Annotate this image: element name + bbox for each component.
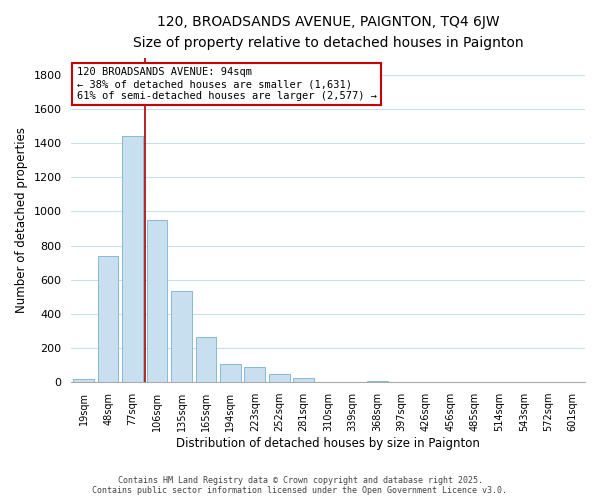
Bar (73, 379, 94, 382)
Bar (244, 367, 265, 382)
Bar (122, 136, 143, 382)
Bar (220, 364, 241, 382)
Bar (367, 380, 388, 382)
Text: 120 BROADSANDS AVENUE: 94sqm
← 38% of detached houses are smaller (1,631)
61% of: 120 BROADSANDS AVENUE: 94sqm ← 38% of de… (77, 68, 377, 100)
Title: 120, BROADSANDS AVENUE, PAIGNTON, TQ4 6JW
Size of property relative to detached : 120, BROADSANDS AVENUE, PAIGNTON, TQ4 6J… (133, 15, 524, 50)
Text: Contains HM Land Registry data © Crown copyright and database right 2025.
Contai: Contains HM Land Registry data © Crown c… (92, 476, 508, 495)
Y-axis label: Number of detached properties: Number of detached properties (15, 127, 28, 313)
Bar (269, 374, 290, 382)
Bar (196, 337, 217, 382)
Bar (98, 256, 118, 382)
Bar (146, 220, 167, 382)
Bar (171, 291, 192, 382)
Bar (293, 378, 314, 382)
X-axis label: Distribution of detached houses by size in Paignton: Distribution of detached houses by size … (176, 437, 480, 450)
